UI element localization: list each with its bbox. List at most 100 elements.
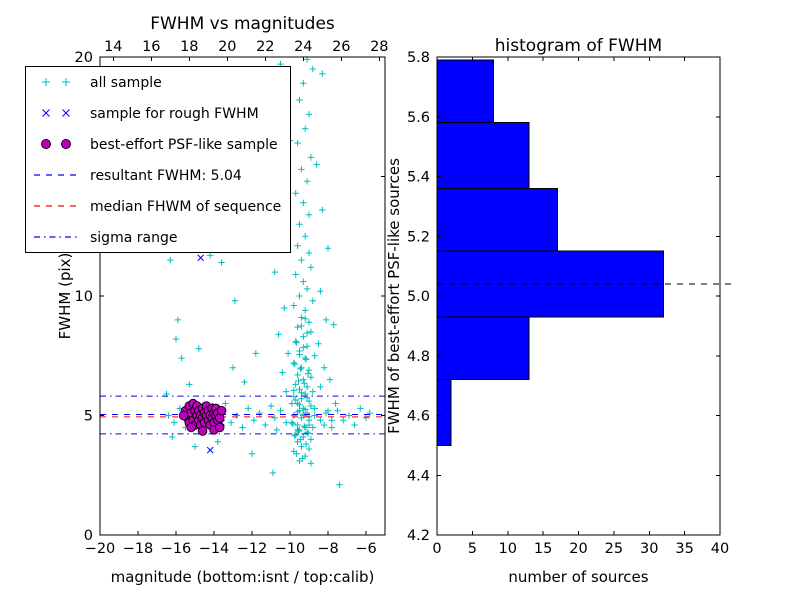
plus-marker [291, 360, 298, 368]
plus-marker [186, 381, 193, 388]
x-tick-label: 0 [432, 541, 441, 557]
plus-marker [227, 419, 235, 426]
plus-marker [296, 292, 303, 300]
x-tick-label: 25 [605, 541, 623, 557]
plus-marker [309, 424, 316, 431]
plus-marker [324, 245, 332, 252]
circle-marker [41, 139, 51, 149]
top-x-tick-label: 22 [256, 39, 274, 55]
plus-marker [167, 256, 174, 264]
x-tick-label: 20 [569, 541, 587, 557]
plus-marker [322, 409, 330, 417]
plus-marker [214, 438, 221, 445]
plus-marker [302, 315, 309, 322]
plus-marker [170, 419, 178, 426]
plus-marker [294, 371, 301, 379]
histogram-bar [436, 59, 495, 124]
plus-marker [351, 421, 358, 429]
plus-marker [332, 400, 339, 407]
left-plot-title: FWHM vs magnitudes [150, 14, 335, 34]
plus-marker [309, 297, 316, 304]
plus-marker [279, 369, 286, 376]
plus-marker [262, 421, 269, 429]
plus-marker [303, 285, 311, 293]
plus-marker [289, 420, 297, 428]
plus-marker [218, 259, 225, 266]
plus-marker [298, 364, 305, 371]
legend-label: sample for rough FWHM [90, 106, 259, 122]
plus-marker [311, 412, 318, 419]
plus-marker [305, 211, 313, 218]
x-marker [62, 109, 70, 117]
plus-marker [178, 354, 185, 362]
top-x-tick-label: 18 [180, 39, 198, 55]
plus-marker [305, 366, 313, 374]
plus-marker [303, 394, 311, 401]
plus-marker [305, 111, 313, 118]
circle-marker [186, 422, 196, 433]
plus-marker [273, 426, 280, 434]
x-tick-label: −20 [85, 541, 116, 557]
plus-marker [169, 433, 176, 441]
legend-label: resultant FWHM: 5.04 [90, 168, 242, 184]
x-marker [42, 109, 50, 117]
plus-marker [295, 377, 302, 385]
plus-marker [307, 436, 315, 443]
plus-marker [297, 436, 304, 443]
y-tick-label: 4.6 [407, 409, 430, 425]
top-x-tick-label: 20 [218, 39, 236, 55]
right-plot-title: histogram of FWHM [495, 36, 662, 56]
plus-marker [300, 80, 307, 87]
plus-marker [317, 417, 324, 424]
y-tick-label: 5.2 [407, 229, 430, 245]
plus-marker [292, 396, 299, 404]
histogram-bar [436, 122, 530, 189]
plus-marker [271, 414, 278, 422]
plus-marker [300, 199, 307, 206]
plus-marker [290, 387, 297, 394]
plus-marker [297, 365, 304, 373]
plus-marker [304, 370, 312, 377]
plus-marker [309, 65, 316, 73]
plus-marker [299, 455, 306, 462]
plus-marker [172, 335, 180, 343]
plus-marker [366, 409, 373, 417]
plus-marker [295, 427, 302, 435]
plus-marker [275, 331, 282, 338]
histogram-bars [436, 59, 664, 446]
plus-marker [271, 268, 278, 276]
plus-marker [303, 342, 311, 350]
left-plot-xlabel: magnitude (bottom:isnt / top:calib) [111, 568, 375, 586]
plus-marker [252, 350, 259, 357]
histogram-bar [436, 316, 530, 381]
plus-marker [291, 432, 298, 440]
plus-marker [269, 469, 277, 477]
plus-marker [300, 333, 307, 340]
plus-marker [321, 364, 328, 371]
plus-marker [336, 481, 343, 489]
x-tick-label: −18 [123, 541, 154, 557]
plus-marker [307, 460, 315, 467]
plus-marker [305, 319, 313, 326]
psf-like-points [178, 398, 227, 436]
y-tick-label: 4.8 [407, 349, 430, 365]
circle-marker [197, 426, 208, 436]
plus-marker [303, 329, 311, 337]
y-tick-label: 5.6 [407, 110, 430, 126]
plus-marker [305, 445, 313, 453]
circle-marker [214, 422, 225, 433]
y-tick-label: 5.0 [407, 289, 430, 305]
plus-marker [301, 423, 308, 430]
plus-marker [294, 323, 301, 331]
plus-marker [345, 412, 353, 419]
x-tick-label: 15 [534, 541, 552, 557]
plus-marker [322, 316, 330, 324]
legend: all sample sample for rough FWHM best-effo… [25, 66, 291, 253]
plus-marker [301, 380, 308, 387]
y-tick-label: 5 [84, 409, 93, 425]
plus-marker [305, 397, 313, 405]
x-tick-label: 40 [711, 541, 729, 557]
y-tick-label: 0 [84, 528, 93, 544]
circle-marker [61, 139, 71, 149]
